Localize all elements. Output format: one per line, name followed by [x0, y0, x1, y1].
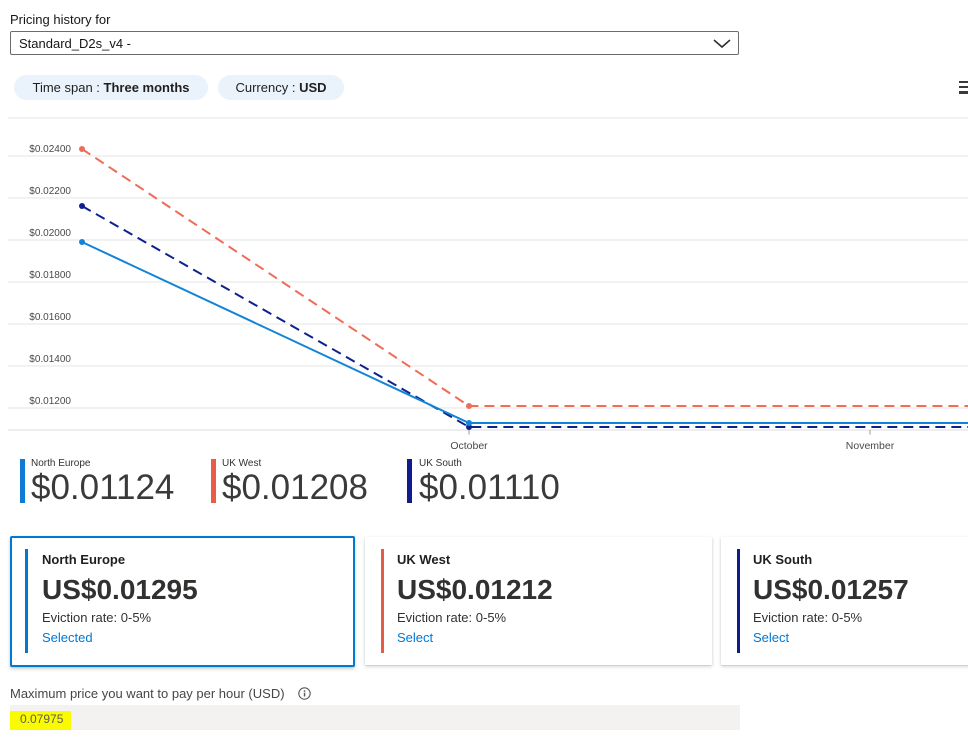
svg-text:$0.01600: $0.01600 — [29, 312, 71, 323]
svg-text:$0.02000: $0.02000 — [29, 228, 71, 239]
svg-text:October: October — [450, 440, 488, 452]
svg-text:$0.02200: $0.02200 — [29, 186, 71, 197]
svg-text:$0.01200: $0.01200 — [29, 396, 71, 407]
svg-text:$0.01800: $0.01800 — [29, 270, 71, 281]
svg-text:$0.02400: $0.02400 — [29, 144, 71, 155]
svg-text:$0.01400: $0.01400 — [29, 354, 71, 365]
svg-text:November: November — [846, 440, 895, 452]
